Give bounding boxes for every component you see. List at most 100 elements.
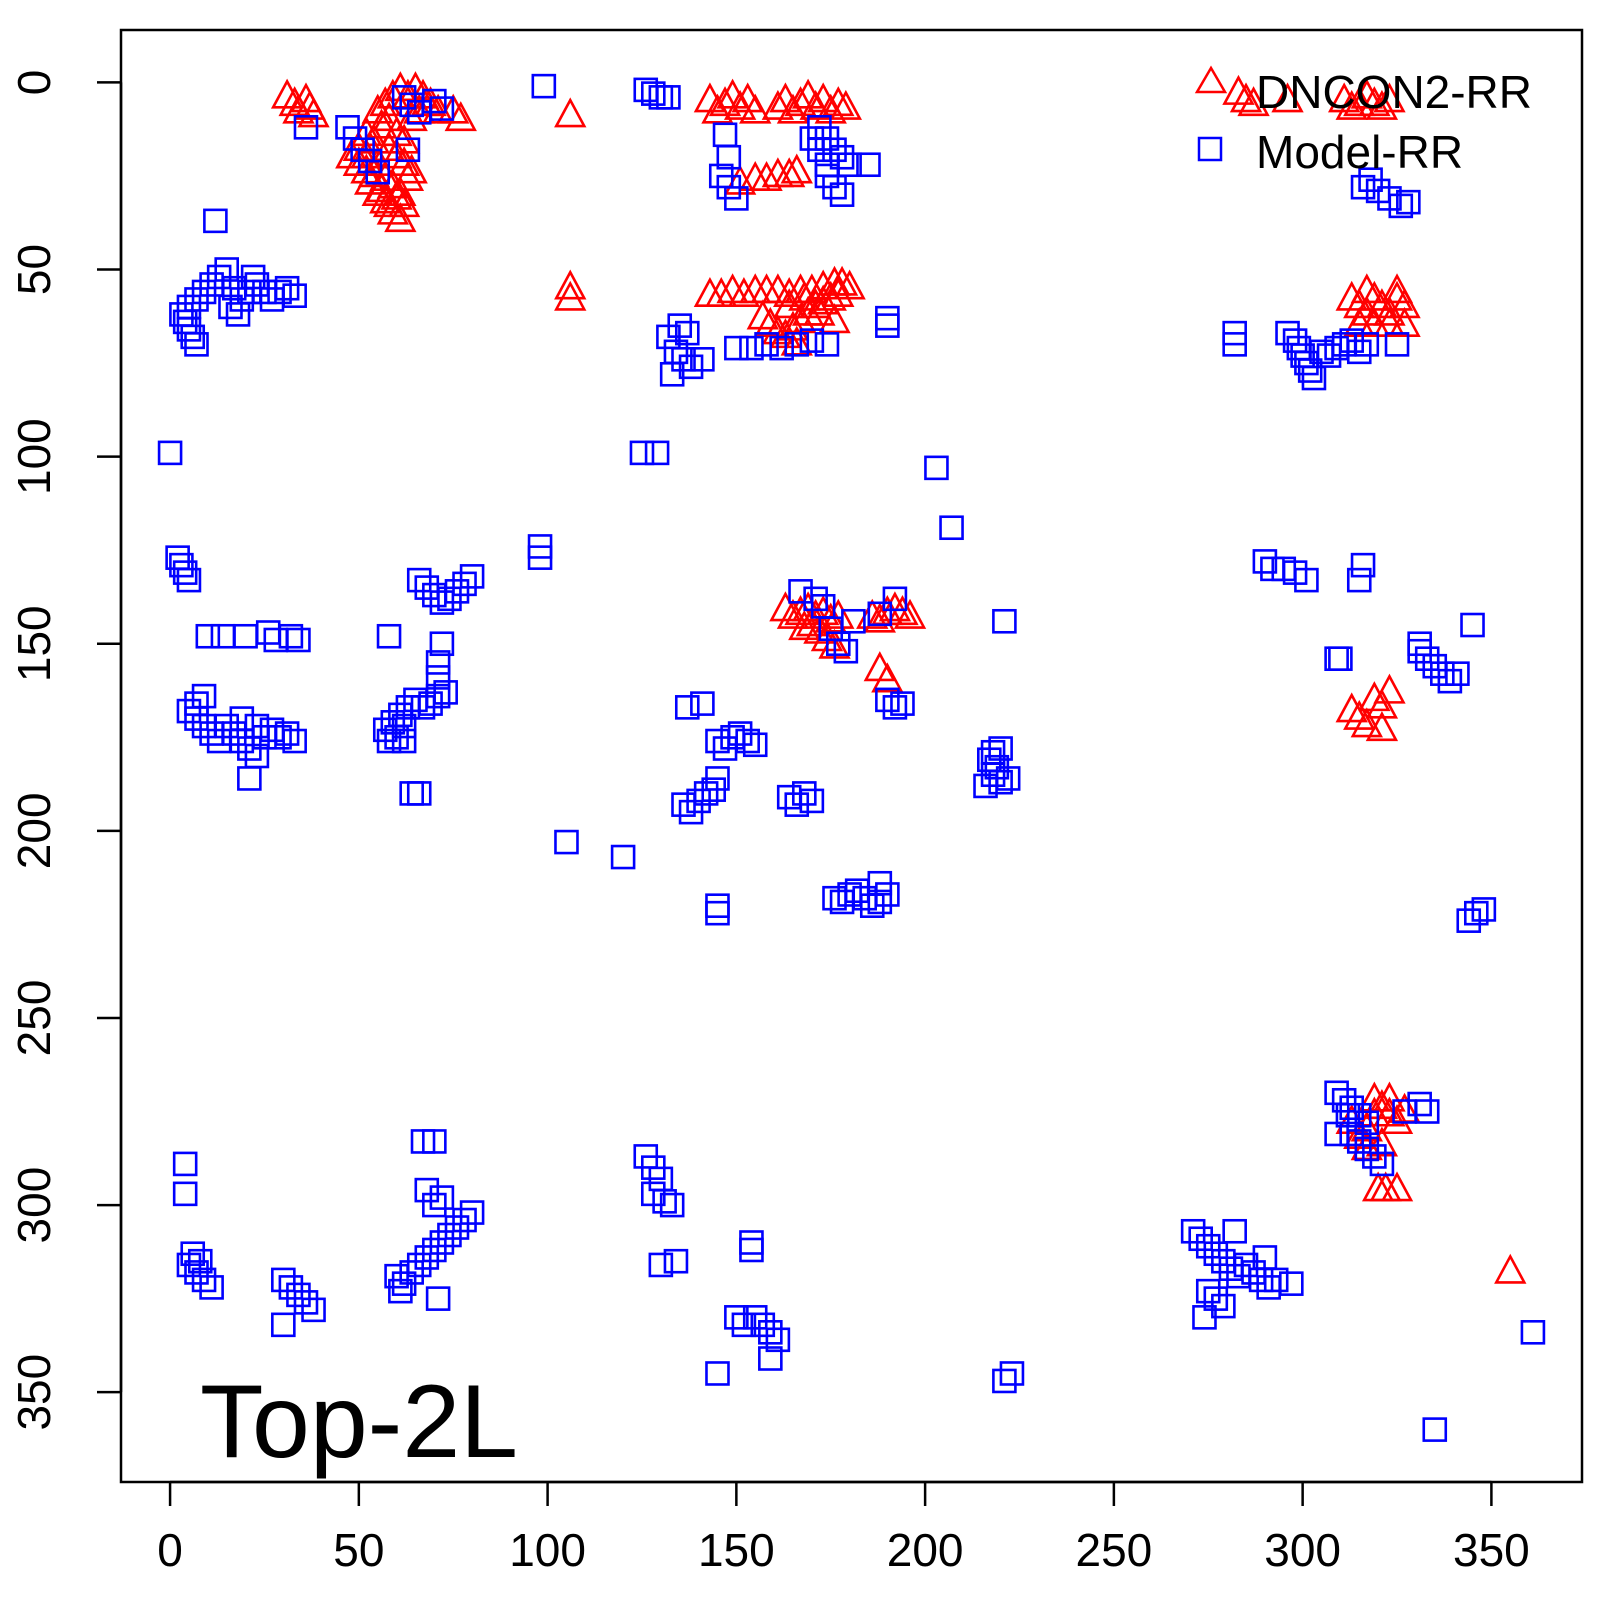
model-square-point	[172, 560, 198, 585]
x-tick-label: 50	[333, 1524, 384, 1576]
model-square-point	[176, 567, 202, 593]
model-square-point	[1222, 332, 1247, 357]
dncon2-triangle-point	[365, 172, 398, 203]
dncon2-triangle-point	[863, 602, 896, 633]
model-square-point	[652, 1189, 677, 1214]
model-square-point	[829, 182, 855, 207]
model-square-point	[641, 81, 666, 106]
model-square-point	[244, 713, 270, 739]
model-square-point	[274, 721, 300, 746]
dncon2-triangle-point	[1365, 89, 1399, 120]
model-square-point	[1354, 1136, 1380, 1162]
model-square-point	[180, 1241, 206, 1267]
model-square-point	[882, 695, 908, 720]
model-square-point	[278, 623, 304, 649]
model-square-point	[214, 713, 240, 739]
dncon2-triangle-point	[799, 89, 832, 120]
model-square-point	[191, 683, 217, 709]
model-square-point	[274, 275, 300, 301]
dncon2-triangle-point	[1380, 273, 1414, 304]
dncon2-triangle-point	[773, 288, 806, 319]
model-square-point	[459, 564, 485, 589]
model-square-point	[406, 781, 432, 806]
model-square-point	[875, 313, 900, 338]
model-square-point	[425, 683, 451, 709]
model-square-point	[939, 515, 964, 541]
model-square-point	[739, 335, 764, 361]
model-square-point	[724, 186, 749, 211]
model-square-point	[674, 695, 700, 720]
model-square-point	[742, 1305, 768, 1330]
x-axis: 0 50 100 150 200 250 300 350	[157, 1480, 1530, 1576]
model-square-point	[169, 552, 194, 578]
model-square-point	[1437, 668, 1463, 694]
model-square-point	[841, 608, 866, 634]
model-square-point	[271, 1267, 296, 1293]
dncon2-triangle-point	[1365, 711, 1399, 742]
dncon2-triangle-point	[893, 598, 927, 629]
dncon2-triangle-point	[746, 299, 779, 330]
model-square-point	[856, 152, 881, 178]
legend: DNCON2-RR Model-RR	[1194, 65, 1532, 178]
dncon2-triangle-point	[387, 187, 421, 218]
model-square-point	[203, 208, 228, 234]
dncon2-triangle-point	[1335, 692, 1368, 723]
model-square-point	[629, 440, 655, 466]
model-square-point	[663, 1248, 689, 1274]
model-square-point	[769, 335, 794, 361]
model-square-point	[187, 1248, 213, 1274]
model-square-point	[1252, 549, 1278, 574]
dncon2-triangle-point	[380, 138, 413, 169]
legend-triangle-marker	[1194, 65, 1228, 94]
dncon2-triangle-point	[878, 591, 912, 622]
dncon2-triangle-point	[554, 280, 587, 311]
model-square-point	[705, 900, 730, 926]
dncon2-triangle-point	[1229, 82, 1263, 113]
model-square-point	[693, 781, 719, 806]
data-points	[157, 71, 1546, 1442]
dncon2-triangle-point	[723, 89, 757, 120]
model-square-point	[656, 324, 681, 350]
model-square-point	[610, 844, 636, 870]
model-square-point	[199, 1275, 224, 1300]
model-square-point	[1369, 1151, 1395, 1177]
dncon2-triangle-point	[1350, 273, 1383, 304]
model-square-point	[531, 73, 557, 99]
dncon2-triangle-point	[739, 93, 772, 124]
model-square-point	[1358, 167, 1383, 192]
dncon2-triangle-point	[1373, 1081, 1406, 1112]
legend-label-model-rr: Model-RR	[1256, 126, 1463, 178]
model-square-point	[425, 650, 451, 675]
model-square-point	[1407, 1091, 1432, 1117]
model-square-point	[286, 627, 311, 653]
dncon2-triangle-point	[369, 160, 402, 191]
model-square-point	[992, 1368, 1017, 1394]
y-axis: 0 50 100 150 200 250 300 350	[8, 70, 123, 1431]
model-square-point	[992, 608, 1017, 634]
model-square-point	[690, 691, 715, 716]
model-square-point	[229, 706, 255, 731]
x-tick-label: 200	[887, 1524, 964, 1576]
model-square-point	[293, 1290, 319, 1315]
x-tick-label: 300	[1264, 1524, 1341, 1576]
dncon2-triangle-point	[1335, 280, 1368, 311]
dncon2-triangle-point	[773, 157, 806, 188]
legend-square-marker	[1197, 136, 1223, 162]
model-square-point	[814, 152, 840, 178]
model-square-point	[705, 1361, 730, 1386]
model-square-point	[1422, 1417, 1448, 1442]
dncon2-triangle-point	[822, 86, 855, 117]
model-square-point	[784, 332, 810, 357]
dncon2-triangle-point	[1343, 699, 1376, 730]
model-square-point	[1328, 646, 1353, 672]
model-square-point	[172, 1181, 198, 1207]
dncon2-triangle-point	[1358, 681, 1391, 712]
legend-label-dncon2-rr: DNCON2-RR	[1256, 66, 1532, 118]
model-square-point	[191, 279, 217, 305]
model-square-point	[980, 739, 1006, 765]
model-square-point	[799, 788, 825, 814]
model-square-point	[648, 1252, 674, 1278]
model-square-point	[739, 1237, 764, 1263]
model-square-point	[1180, 1218, 1206, 1244]
model-square-point	[814, 332, 840, 357]
